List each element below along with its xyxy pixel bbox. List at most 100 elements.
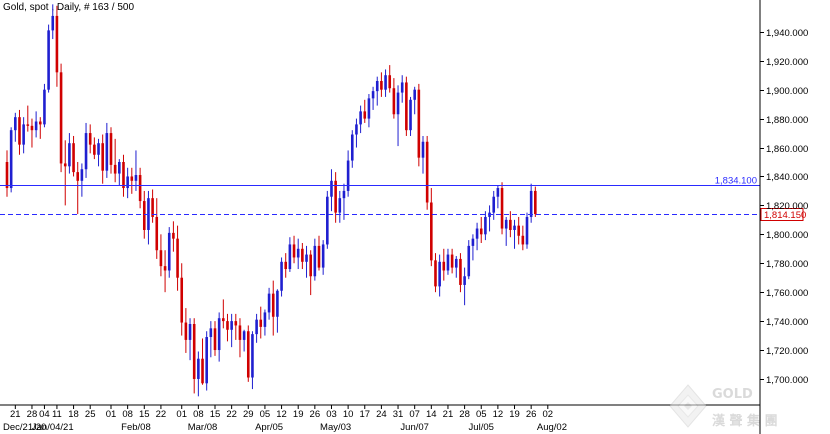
candle-body (43, 89, 46, 125)
candle (529, 183, 533, 223)
y-tick-label: 1,940.000 (766, 28, 808, 39)
candle-body (380, 81, 383, 90)
candle-body (130, 176, 134, 181)
candle-body (529, 190, 533, 217)
candle (93, 137, 96, 160)
x-day-label: 26 (526, 409, 537, 420)
x-month-label: Apr/05 (255, 422, 283, 433)
candle (459, 253, 462, 293)
candle-body (280, 261, 283, 291)
candle (384, 69, 387, 97)
candle-body (222, 318, 225, 322)
candle-body (176, 238, 179, 278)
y-axis: 1,700.000 1,720.000 1,740.000 1,760.000 1,78… (760, 28, 808, 386)
candle (405, 76, 408, 136)
candle (230, 313, 233, 348)
candle-body (30, 125, 34, 131)
candle-body (167, 232, 171, 271)
candle-body (205, 337, 208, 384)
candle-body (84, 133, 88, 170)
x-day-label: 19 (293, 409, 304, 420)
candle (367, 94, 371, 128)
x-day-label: 26 (310, 409, 321, 420)
candle-body (359, 111, 362, 125)
candle-body (72, 143, 75, 173)
candle (346, 150, 350, 197)
candle (484, 211, 487, 241)
candle (442, 248, 446, 281)
candle-body (321, 244, 325, 268)
candle-body (76, 172, 80, 181)
candle (192, 318, 196, 394)
x-month-label: May/03 (320, 422, 351, 433)
candle-body (471, 238, 475, 246)
candle-body (409, 99, 412, 131)
candle-body (68, 143, 71, 167)
candle-body (22, 124, 25, 145)
candle (109, 127, 113, 174)
y-tick-label: 1,740.000 (766, 317, 808, 328)
candle (309, 250, 312, 296)
candle (342, 183, 346, 220)
candle-body (500, 188, 504, 229)
candle (425, 135, 429, 210)
candle-body (18, 117, 21, 145)
candle-body (255, 319, 258, 335)
candle-body (226, 321, 229, 330)
candle (246, 325, 250, 382)
candle-body (118, 162, 121, 174)
candle (122, 154, 125, 197)
candle (267, 287, 271, 320)
candle-body (342, 190, 346, 199)
candle (159, 234, 163, 277)
candle-body (59, 72, 63, 164)
x-day-label: 07 (409, 409, 420, 420)
candle-body (192, 324, 196, 379)
candle (234, 313, 238, 340)
x-day-label: 08 (193, 409, 204, 420)
candle-body (459, 258, 462, 285)
candle-body (375, 81, 379, 92)
candle-body (242, 331, 246, 340)
candle (242, 329, 246, 352)
x-day-label: 18 (68, 409, 79, 420)
candle (126, 167, 129, 199)
candle (413, 86, 416, 115)
candle-body (438, 261, 441, 287)
x-day-label: 22 (156, 409, 167, 420)
candle-body (142, 201, 146, 230)
candle (251, 331, 254, 390)
candle-body (9, 130, 13, 189)
candle (288, 237, 292, 272)
candle-body (371, 91, 375, 99)
candle-body (209, 328, 213, 338)
candle (467, 240, 471, 280)
candle (263, 309, 267, 336)
candle (151, 189, 154, 223)
candle (471, 234, 475, 261)
candle-body (180, 277, 184, 323)
candle-body (230, 321, 233, 330)
candle-body (151, 198, 154, 217)
candle (350, 130, 354, 168)
y-tick-label: 1,700.000 (766, 375, 808, 386)
candle-body (396, 92, 400, 115)
candle (134, 150, 138, 191)
candle-body (296, 248, 300, 258)
candle (463, 267, 466, 306)
candle (313, 238, 317, 281)
candle (284, 253, 288, 278)
candle (155, 198, 159, 259)
candle (330, 169, 333, 212)
candle-body (267, 293, 271, 313)
x-day-label: 21 (443, 409, 454, 420)
current-price-box (760, 208, 804, 221)
x-day-label: 31 (393, 409, 404, 420)
candle (209, 321, 213, 358)
resistance-label: 1,834.100 (715, 176, 757, 187)
candle (534, 186, 537, 217)
x-day-label: 01 (176, 409, 187, 420)
candle (392, 78, 396, 119)
x-day-label: 17 (359, 409, 370, 420)
